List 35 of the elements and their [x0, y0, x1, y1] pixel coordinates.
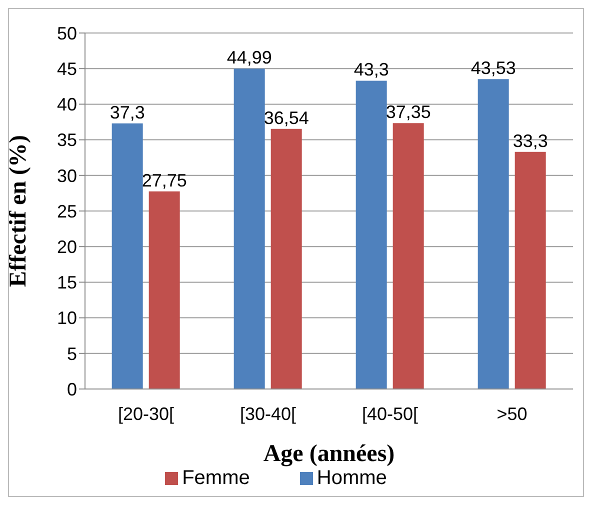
data-label: 37,3 [110, 102, 145, 122]
y-tick-label: 50 [56, 23, 77, 44]
y-tick-label: 30 [56, 166, 77, 186]
bar [234, 68, 265, 389]
bar [112, 123, 143, 389]
y-tick-label: 20 [56, 236, 77, 257]
legend-label: Femme [182, 467, 250, 489]
bar [270, 128, 302, 389]
y-tick-label: 45 [56, 58, 77, 79]
x-tick-label: [20-30[ [118, 404, 174, 424]
x-tick-label: >50 [496, 404, 528, 424]
data-label: 36,54 [264, 108, 309, 128]
data-label: 37,35 [386, 102, 431, 122]
x-axis-title: Age (années) [263, 441, 395, 467]
y-axis-title: Effectif en (%) [6, 135, 32, 287]
bar [148, 191, 180, 389]
y-tick-label: 40 [56, 94, 77, 115]
y-tick-label: 35 [56, 130, 77, 150]
data-label: 27,75 [142, 170, 187, 190]
legend-label: Homme [316, 467, 387, 489]
data-label: 43,3 [354, 60, 389, 80]
y-tick-label: 10 [56, 308, 77, 328]
data-label: 43,53 [470, 58, 516, 78]
y-tick-label: 5 [66, 344, 77, 364]
bar [392, 123, 424, 389]
bar [514, 152, 546, 389]
data-label: 33,3 [512, 130, 548, 151]
bar [478, 79, 509, 389]
y-tick-label: 0 [66, 379, 77, 400]
y-tick-label: 25 [56, 201, 77, 222]
data-label: 44,99 [226, 48, 272, 68]
y-tick-label: 15 [56, 272, 77, 293]
x-tick-label: [40-50[ [362, 404, 418, 424]
x-tick-label: [30-40[ [240, 404, 296, 424]
bar [356, 80, 387, 389]
